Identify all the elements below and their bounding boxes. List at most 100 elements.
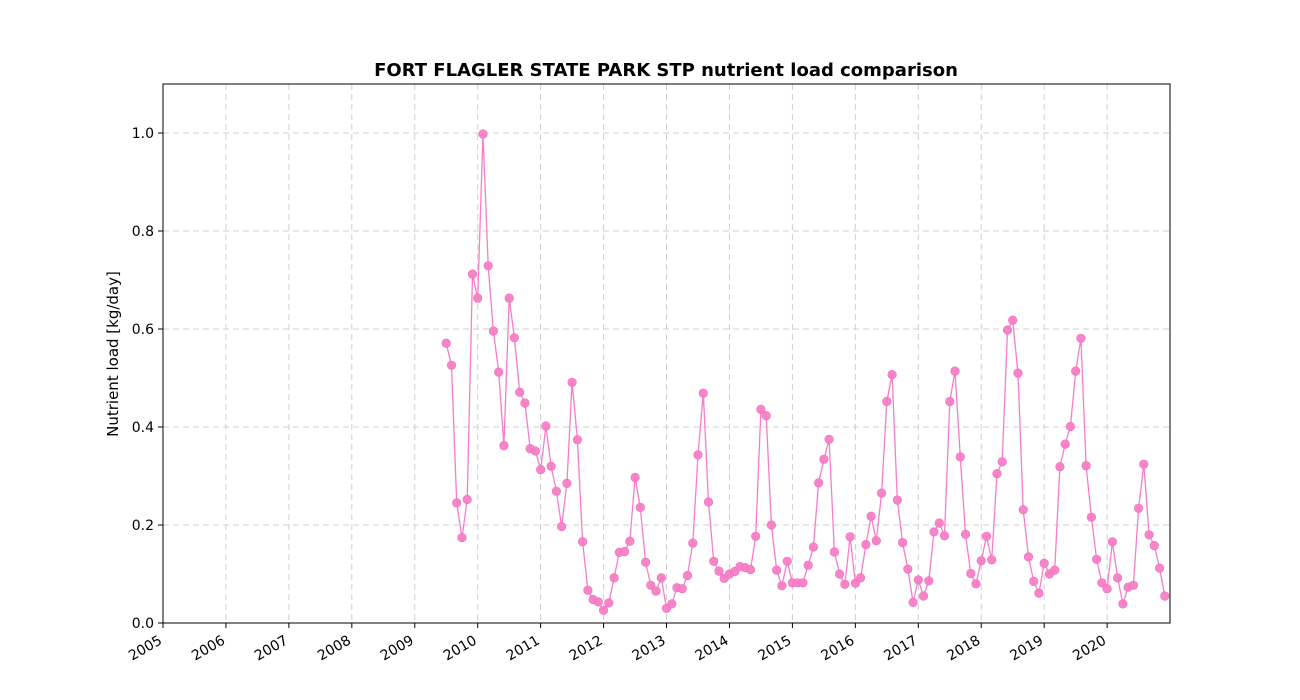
data-point <box>520 398 530 408</box>
data-point <box>452 498 462 508</box>
data-point <box>981 531 992 541</box>
data-point <box>1008 315 1018 325</box>
data-point <box>960 529 971 539</box>
data-point <box>598 605 609 615</box>
data-point <box>530 446 541 456</box>
data-point <box>462 494 472 505</box>
data-point <box>499 441 509 451</box>
data-point <box>1128 580 1138 590</box>
data-point <box>829 547 840 557</box>
data-point <box>913 575 923 585</box>
data-point <box>1065 421 1075 432</box>
data-point <box>950 366 960 376</box>
data-point <box>677 584 687 594</box>
data-point <box>473 293 483 303</box>
data-point <box>772 565 782 575</box>
data-point <box>504 293 514 303</box>
data-point <box>682 570 693 581</box>
data-point <box>1112 573 1123 583</box>
data-point <box>646 580 656 590</box>
data-point <box>824 434 834 444</box>
data-point <box>924 576 934 586</box>
data-point <box>929 527 939 537</box>
data-point <box>1102 584 1112 594</box>
data-point <box>855 573 866 583</box>
data-point <box>971 579 981 589</box>
data-point <box>515 387 525 397</box>
data-point <box>1160 591 1170 601</box>
data-point <box>876 488 887 498</box>
y-tick-label: 0.8 <box>132 224 154 240</box>
data-point <box>567 377 577 388</box>
y-axis-label: Nutrient load [kg/day] <box>104 271 122 437</box>
data-point <box>1097 578 1107 588</box>
data-point <box>1034 588 1044 598</box>
data-point <box>908 597 918 608</box>
data-point <box>1023 552 1034 562</box>
data-point <box>1118 599 1128 609</box>
plot-area <box>441 129 1170 615</box>
data-point <box>782 556 792 566</box>
data-point <box>1013 368 1023 378</box>
data-point <box>766 520 777 530</box>
data-point <box>640 557 651 567</box>
data-point <box>934 518 944 528</box>
data-point <box>619 546 630 557</box>
data-point <box>903 564 913 574</box>
data-point <box>441 338 451 348</box>
data-point <box>562 478 572 489</box>
data-point <box>871 536 881 546</box>
data-point <box>536 465 546 475</box>
data-point <box>1060 439 1070 449</box>
data-point <box>1133 503 1144 513</box>
y-tick-label: 1.0 <box>132 126 154 142</box>
data-point <box>577 537 588 547</box>
data-point <box>551 486 562 496</box>
data-point <box>593 597 603 607</box>
grid <box>162 84 1170 623</box>
data-point <box>1086 512 1096 522</box>
data-point <box>698 388 708 398</box>
data-point <box>1018 505 1028 515</box>
data-point <box>1071 366 1081 376</box>
data-point <box>494 367 504 377</box>
y-tick-label: 0.6 <box>132 322 154 338</box>
data-point <box>625 536 635 546</box>
data-point <box>777 581 787 591</box>
y-tick-label: 0.4 <box>132 420 154 436</box>
data-point <box>1107 537 1117 547</box>
chart-title: FORT FLAGLER STATE PARK STP nutrient loa… <box>374 60 958 81</box>
data-point <box>1055 462 1065 472</box>
data-point <box>918 591 929 601</box>
data-point <box>840 579 850 589</box>
data-point <box>756 404 766 415</box>
data-point <box>656 573 666 583</box>
data-point <box>457 533 467 543</box>
data-point <box>556 521 567 532</box>
data-point <box>834 569 845 579</box>
data-point <box>882 396 892 407</box>
data-point <box>583 585 593 595</box>
data-point <box>688 538 698 548</box>
data-point <box>1002 325 1013 335</box>
data-point <box>1076 333 1086 343</box>
data-point <box>966 568 976 579</box>
data-point <box>478 129 488 139</box>
data-point <box>813 478 824 488</box>
data-point <box>703 497 714 507</box>
data-point <box>604 598 614 608</box>
data-point <box>609 573 619 583</box>
data-point <box>819 454 829 464</box>
data-point <box>808 542 819 552</box>
data-point <box>1154 563 1165 573</box>
data-point <box>1029 576 1039 587</box>
data-point <box>997 457 1007 467</box>
data-point <box>992 469 1002 479</box>
data-point <box>651 586 661 596</box>
data-point <box>887 370 897 380</box>
data-point <box>1149 540 1159 551</box>
data-point <box>1139 459 1149 469</box>
data-point <box>483 261 493 271</box>
